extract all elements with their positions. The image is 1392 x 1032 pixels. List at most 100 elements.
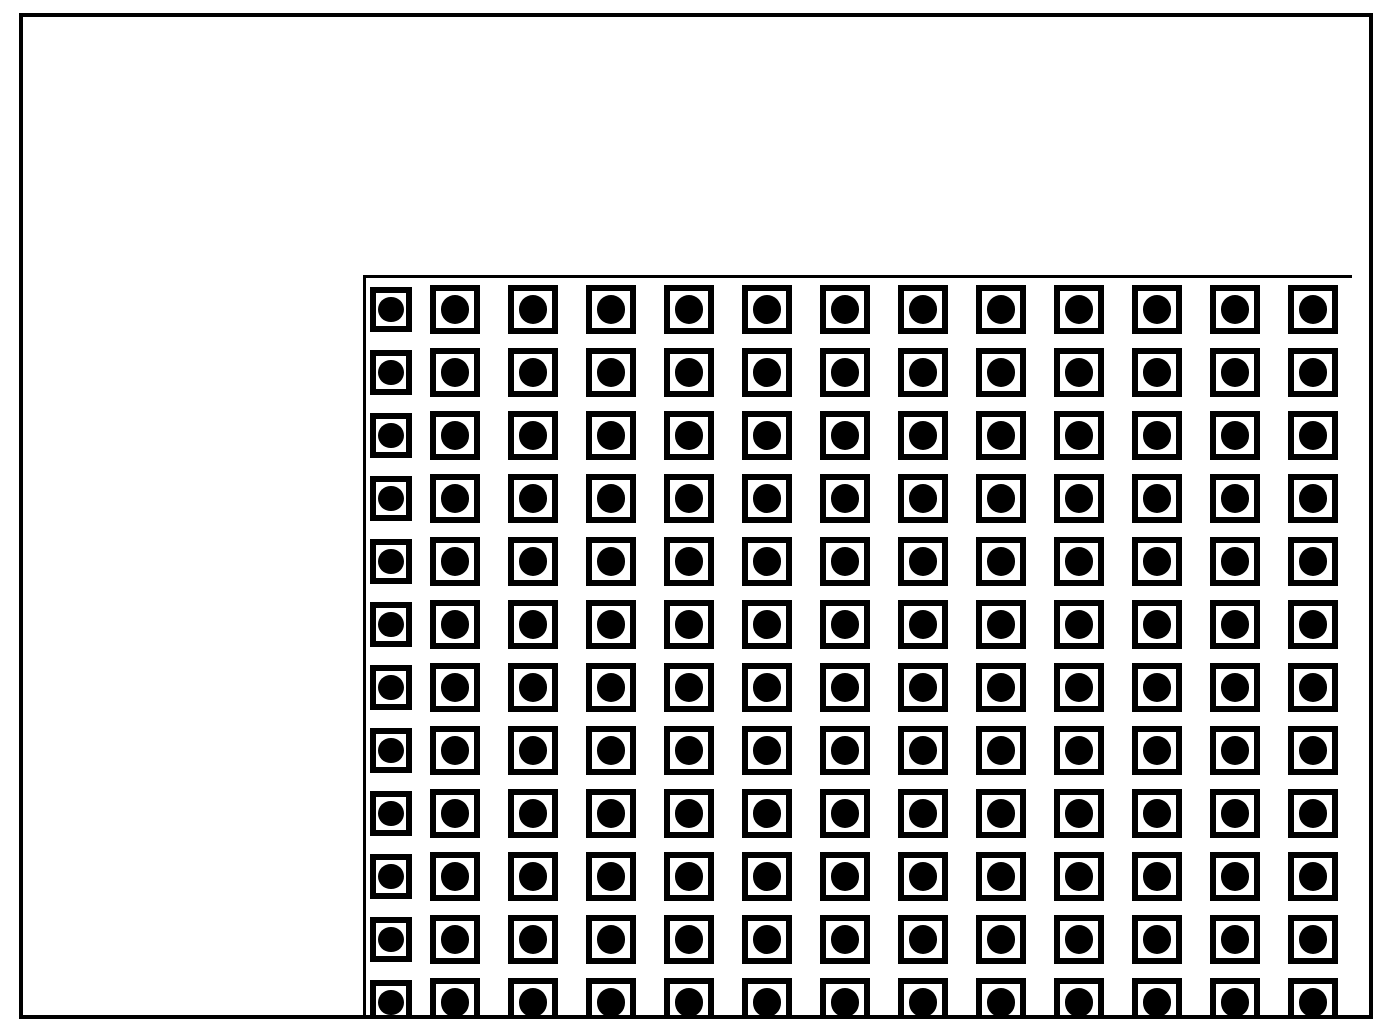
grid-cell <box>1040 845 1118 908</box>
grid-cell <box>572 404 650 467</box>
grid-cell <box>1196 782 1274 845</box>
cell-dot <box>987 736 1016 765</box>
grid-row <box>366 908 1352 971</box>
grid-cell <box>650 656 728 719</box>
grid-cell <box>366 782 416 845</box>
cell-dot <box>597 610 626 639</box>
grid-cell <box>962 404 1040 467</box>
grid-cell <box>884 530 962 593</box>
cell-dot <box>675 610 704 639</box>
grid-row <box>366 341 1352 404</box>
grid-cell <box>572 782 650 845</box>
grid-cell <box>806 971 884 1019</box>
grid-cell <box>884 656 962 719</box>
cell-dot <box>909 673 938 702</box>
grid-cell <box>1118 656 1196 719</box>
cell-dot <box>831 610 860 639</box>
grid-cell <box>728 467 806 530</box>
grid-cell <box>366 719 416 782</box>
cell-dot <box>675 547 704 576</box>
grid-cell <box>494 467 572 530</box>
cell-dot <box>753 295 782 324</box>
cell-dot <box>675 925 704 954</box>
cell-dot <box>1143 610 1172 639</box>
grid-cell <box>806 467 884 530</box>
cell-dot <box>1065 358 1094 387</box>
grid-cell <box>806 845 884 908</box>
grid-cell <box>494 404 572 467</box>
cell-dot <box>519 295 548 324</box>
cell-dot <box>441 862 470 891</box>
grid-cell <box>1118 404 1196 467</box>
grid-cell <box>1118 467 1196 530</box>
grid-cell <box>962 908 1040 971</box>
grid-cell <box>962 467 1040 530</box>
cell-dot <box>1221 925 1250 954</box>
grid-cell <box>650 971 728 1019</box>
grid-cell <box>1118 971 1196 1019</box>
grid-cell <box>1196 530 1274 593</box>
grid-cell <box>1118 530 1196 593</box>
cell-dot <box>1065 673 1094 702</box>
grid-row <box>366 593 1352 656</box>
cell-dot <box>1143 421 1172 450</box>
cell-dot <box>519 547 548 576</box>
grid-cell <box>572 908 650 971</box>
grid-cell <box>650 467 728 530</box>
grid-cell <box>494 845 572 908</box>
grid-cell <box>572 845 650 908</box>
cell-dot <box>1299 358 1328 387</box>
grid-cell <box>1196 971 1274 1019</box>
cell-dot <box>597 799 626 828</box>
cell-dot <box>597 673 626 702</box>
cell-dot <box>378 549 403 574</box>
grid-cell <box>1196 593 1274 656</box>
cell-dot <box>1065 610 1094 639</box>
cell-dot <box>753 673 782 702</box>
grid-cell <box>1274 656 1352 719</box>
grid-cell <box>366 845 416 908</box>
cell-dot <box>987 547 1016 576</box>
grid-cell <box>416 278 494 341</box>
cell-dot <box>1299 862 1328 891</box>
grid-cell <box>1274 971 1352 1019</box>
grid-cell <box>1274 782 1352 845</box>
grid-cell <box>884 593 962 656</box>
cell-dot <box>1299 988 1328 1017</box>
cell-dot <box>378 297 403 322</box>
grid-cell <box>494 530 572 593</box>
grid-row <box>366 278 1352 341</box>
grid-cell <box>962 593 1040 656</box>
cell-dot <box>1065 925 1094 954</box>
cell-dot <box>1065 421 1094 450</box>
cell-dot <box>987 673 1016 702</box>
cell-dot <box>1221 673 1250 702</box>
cell-dot <box>1221 484 1250 513</box>
grid-cell <box>884 404 962 467</box>
cell-dot <box>1221 358 1250 387</box>
cell-dot <box>441 673 470 702</box>
cell-dot <box>753 547 782 576</box>
grid-cell <box>728 404 806 467</box>
grid-cell <box>366 530 416 593</box>
grid-cell <box>416 719 494 782</box>
grid-cell <box>728 719 806 782</box>
cell-dot <box>1221 799 1250 828</box>
cell-dot <box>378 612 403 637</box>
grid-cell <box>884 719 962 782</box>
grid-cell <box>572 971 650 1019</box>
diagram-frame <box>19 13 1373 1019</box>
cell-dot <box>987 358 1016 387</box>
cell-dot <box>378 738 403 763</box>
cell-dot <box>378 927 403 952</box>
grid-cell <box>1274 719 1352 782</box>
cell-dot <box>1221 736 1250 765</box>
grid-cell <box>494 908 572 971</box>
grid-cell <box>1196 404 1274 467</box>
cell-dot <box>831 421 860 450</box>
cell-dot <box>987 862 1016 891</box>
grid-cell <box>650 404 728 467</box>
grid-cell <box>416 782 494 845</box>
grid-cell <box>494 719 572 782</box>
cell-dot <box>597 925 626 954</box>
